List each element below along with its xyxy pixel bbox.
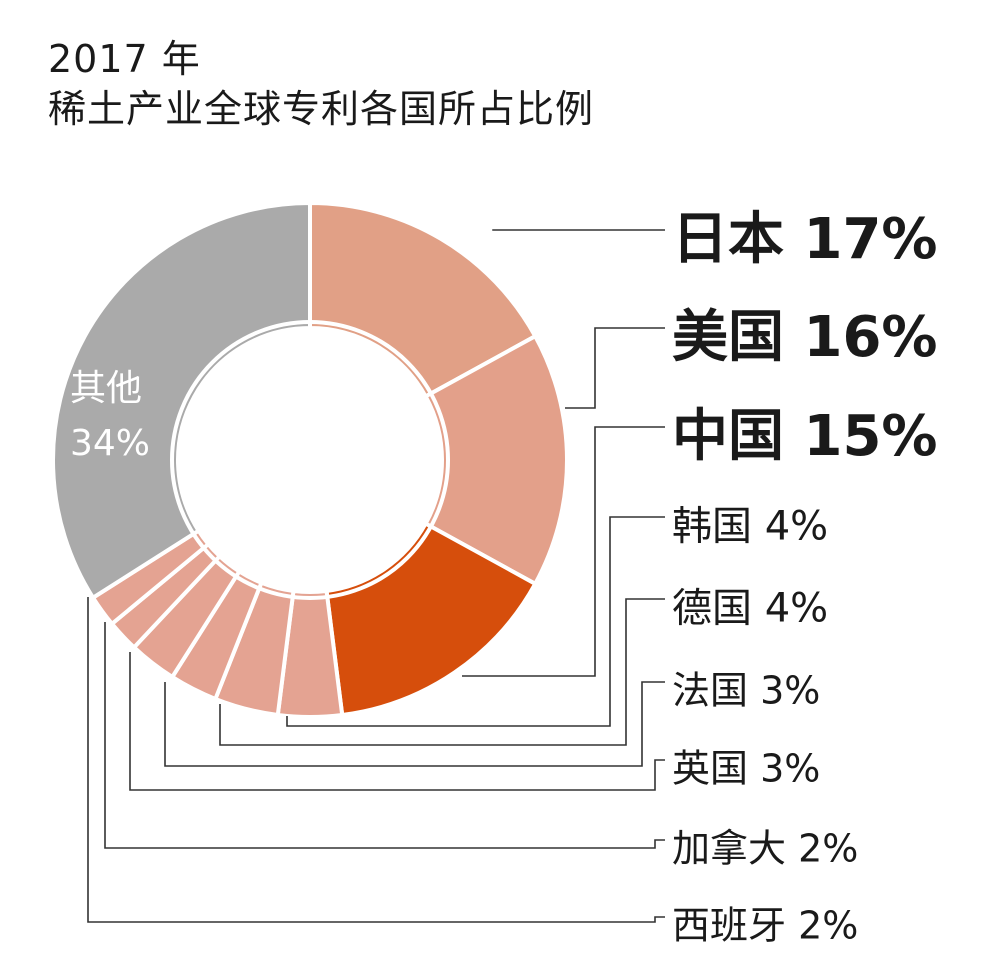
slice-1: [422, 333, 569, 587]
chart-title-block: 2017 年 稀土产业全球专利各国所占比例: [48, 34, 594, 134]
slice-label-8: 西班牙 2%: [672, 904, 858, 948]
chart-title: 稀土产业全球专利各国所占比例: [48, 87, 595, 131]
slice-label-0: 日本 17%: [672, 207, 938, 272]
inner-ring-circle: [170, 320, 450, 600]
inner-ring: [170, 320, 450, 600]
slice-2: [324, 520, 538, 718]
donut-slices: [51, 200, 569, 719]
slice-label-6: 英国 3%: [672, 747, 820, 791]
leader-line-8: [87, 597, 665, 923]
slice-label-3: 韩国 4%: [672, 503, 828, 549]
slice-label-1: 美国 16%: [672, 305, 938, 370]
slice-label-other-value: 34%: [70, 423, 150, 464]
slice-label-7: 加拿大 2%: [672, 827, 858, 871]
chart-year: 2017 年: [48, 37, 201, 81]
slice-labels: 日本 17% 美国 16% 中国 15% 韩国 4% 德国 4% 法国 3% 英国 3% 加拿…: [70, 207, 938, 948]
leader-lines: [87, 229, 665, 923]
slice-9: [51, 200, 312, 601]
slice-label-4: 德国 4%: [672, 585, 828, 631]
slice-0: [308, 200, 538, 400]
leader-line-7: [104, 622, 665, 849]
leader-line-3: [286, 516, 665, 727]
leader-line-5: [164, 681, 665, 767]
leader-line-1: [565, 327, 665, 409]
slice-label-5: 法国 3%: [672, 669, 820, 713]
leader-line-6: [129, 652, 665, 791]
slice-label-2: 中国 15%: [672, 404, 938, 469]
leader-line-2: [462, 426, 665, 677]
slice-label-other-name: 其他: [70, 368, 142, 409]
leader-line-4: [219, 598, 665, 746]
